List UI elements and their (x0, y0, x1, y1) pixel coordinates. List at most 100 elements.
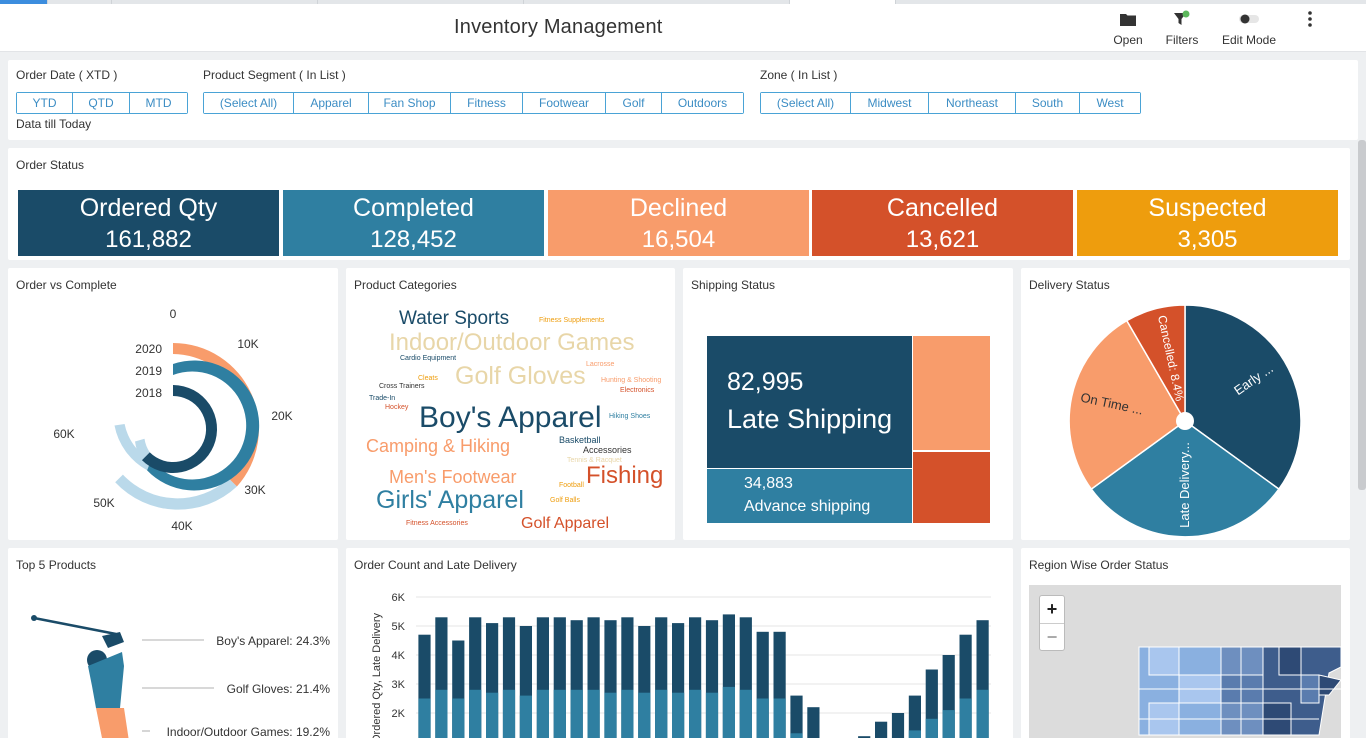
kpi-cancelled[interactable]: Cancelled 13,621 (812, 190, 1073, 256)
zone-option-west[interactable]: West (1080, 93, 1140, 113)
bar-late-delivery-21[interactable] (773, 698, 786, 738)
word-fishing[interactable]: Fishing (586, 462, 664, 489)
filter-option-select-all[interactable]: (Select All) (204, 93, 294, 113)
treemap-tile-red[interactable] (913, 452, 990, 523)
word-fitness-accessories[interactable]: Fitness Accessories (406, 520, 468, 527)
bar-late-delivery-18[interactable] (722, 686, 735, 738)
filter-option-apparel[interactable]: Apparel (294, 93, 369, 113)
bar-ordered-qty-29[interactable] (908, 695, 921, 738)
bar-late-delivery-0[interactable] (418, 698, 431, 738)
bar-ordered-qty-28[interactable] (891, 713, 905, 738)
bar-late-delivery-13[interactable] (638, 692, 651, 738)
word-tennis-racquet[interactable]: Tennis & Racquet (567, 457, 622, 464)
page-scrollbar[interactable] (1358, 140, 1366, 490)
word-hockey[interactable]: Hockey (385, 404, 409, 411)
filter-option-footwear[interactable]: Footwear (523, 93, 606, 113)
pie-slice-late-delivery[interactable] (1090, 420, 1280, 538)
filter-option-fitness[interactable]: Fitness (451, 93, 523, 113)
bar-late-delivery-9[interactable] (570, 689, 583, 738)
word-girls-apparel[interactable]: Girls' Apparel (376, 486, 524, 514)
radial-bar-2018-order[interactable] (141, 385, 218, 473)
bar-late-delivery-4[interactable] (486, 692, 499, 738)
filter-option-qtd[interactable]: QTD (73, 93, 130, 113)
word-hiking-shoes[interactable]: Hiking Shoes (609, 413, 651, 420)
tab-5[interactable] (524, 0, 790, 4)
bar-late-delivery-3[interactable] (469, 689, 482, 738)
radial-bar-2018-complete[interactable] (135, 438, 150, 461)
word-water-sports[interactable]: Water Sports (399, 308, 510, 329)
bar-late-delivery-31[interactable] (942, 710, 955, 738)
treemap-advance-shipping[interactable]: 34,883 Advance shipping (707, 469, 912, 523)
tab-4[interactable] (318, 0, 524, 4)
more-menu-button[interactable] (1300, 8, 1320, 30)
bar-late-delivery-15[interactable] (672, 692, 685, 738)
zoom-out-button[interactable]: − (1040, 623, 1064, 650)
bar-late-delivery-12[interactable] (621, 689, 634, 738)
word-football[interactable]: Football (559, 482, 584, 489)
bar-late-delivery-14[interactable] (655, 689, 668, 738)
word-fitness-supplements[interactable]: Fitness Supplements (539, 317, 605, 324)
word-cleats[interactable]: Cleats (418, 375, 438, 382)
zone-option-northeast[interactable]: Northeast (929, 93, 1016, 113)
tab-active[interactable] (0, 0, 48, 4)
word-golf-gloves[interactable]: Golf Gloves (455, 362, 586, 390)
filter-option-golf[interactable]: Golf (606, 93, 662, 113)
word-hunting-shooting[interactable]: Hunting & Shooting (601, 377, 662, 384)
bar-late-delivery-16[interactable] (689, 689, 702, 738)
treemap-late-shipping[interactable]: 82,995 Late Shipping (707, 336, 912, 468)
zone-option-south[interactable]: South (1016, 93, 1080, 113)
word-trade-in[interactable]: Trade-In (369, 395, 396, 402)
bar-ordered-qty-27[interactable] (875, 721, 888, 738)
kpi-declined[interactable]: Declined 16,504 (548, 190, 809, 256)
pie-slice-early[interactable] (1184, 304, 1302, 491)
bar-late-delivery-33[interactable] (976, 689, 989, 738)
pie-slice-on-time[interactable] (1068, 319, 1186, 491)
filters-button[interactable]: Filters (1160, 8, 1204, 47)
bar-ordered-qty-26[interactable] (858, 736, 871, 738)
word-basketball[interactable]: Basketball (559, 435, 601, 445)
filter-option-outdoors[interactable]: Outdoors (662, 93, 743, 113)
tab-2[interactable] (48, 0, 112, 4)
kpi-suspected[interactable]: Suspected 3,305 (1077, 190, 1338, 256)
word-golf-apparel[interactable]: Golf Apparel (521, 515, 610, 532)
word-golf-balls[interactable]: Golf Balls (550, 497, 580, 504)
bar-late-delivery-19[interactable] (739, 689, 752, 738)
bar-late-delivery-6[interactable] (519, 695, 532, 738)
radial-bar-2019-order[interactable] (147, 360, 260, 491)
bar-late-delivery-5[interactable] (502, 689, 516, 738)
word-camping-hiking[interactable]: Camping & Hiking (366, 436, 511, 456)
open-button[interactable]: Open (1108, 8, 1148, 47)
bar-late-delivery-29[interactable] (908, 730, 921, 738)
bar-ordered-qty-23[interactable] (807, 707, 820, 738)
radial-bar-2020-complete[interactable] (115, 474, 237, 510)
bar-late-delivery-22[interactable] (790, 733, 803, 738)
word-accessories[interactable]: Accessories (583, 445, 632, 455)
bar-late-delivery-20[interactable] (756, 698, 769, 738)
treemap-tile-orange[interactable] (913, 336, 990, 450)
bar-late-delivery-17[interactable] (705, 692, 719, 738)
word-cardio-equipment[interactable]: Cardio Equipment (400, 355, 457, 362)
zoom-in-button[interactable]: + (1046, 599, 1058, 619)
word-mens-footwear[interactable]: Men's Footwear (389, 467, 517, 487)
edit-mode-toggle[interactable]: Edit Mode (1218, 8, 1280, 47)
bar-late-delivery-2[interactable] (452, 698, 465, 738)
word-cross-trainers[interactable]: Cross Trainers (379, 383, 425, 390)
tab-6[interactable] (790, 0, 896, 4)
bar-late-delivery-32[interactable] (959, 698, 972, 738)
word-indoor-outdoor-games[interactable]: Indoor/Outdoor Games (389, 329, 635, 356)
filter-option-ytd[interactable]: YTD (17, 93, 73, 113)
bar-late-delivery-1[interactable] (435, 689, 448, 738)
kpi-completed[interactable]: Completed 128,452 (283, 190, 544, 256)
word-lacrosse[interactable]: Lacrosse (586, 361, 615, 368)
bar-ordered-qty-22[interactable] (790, 695, 803, 738)
region-map[interactable]: + − (1029, 585, 1341, 738)
filter-option-fan-shop[interactable]: Fan Shop (369, 93, 451, 113)
word-boys-apparel[interactable]: Boy's Apparel (419, 401, 602, 434)
pie-slice-cancelled[interactable] (1125, 304, 1186, 424)
zone-option-midwest[interactable]: Midwest (851, 93, 929, 113)
bar-late-delivery-10[interactable] (587, 689, 600, 738)
bar-late-delivery-7[interactable] (536, 689, 549, 738)
bar-late-delivery-8[interactable] (553, 689, 566, 738)
word-electronics[interactable]: Electronics (620, 387, 655, 394)
kpi-ordered-qty[interactable]: Ordered Qty 161,882 (18, 190, 279, 256)
